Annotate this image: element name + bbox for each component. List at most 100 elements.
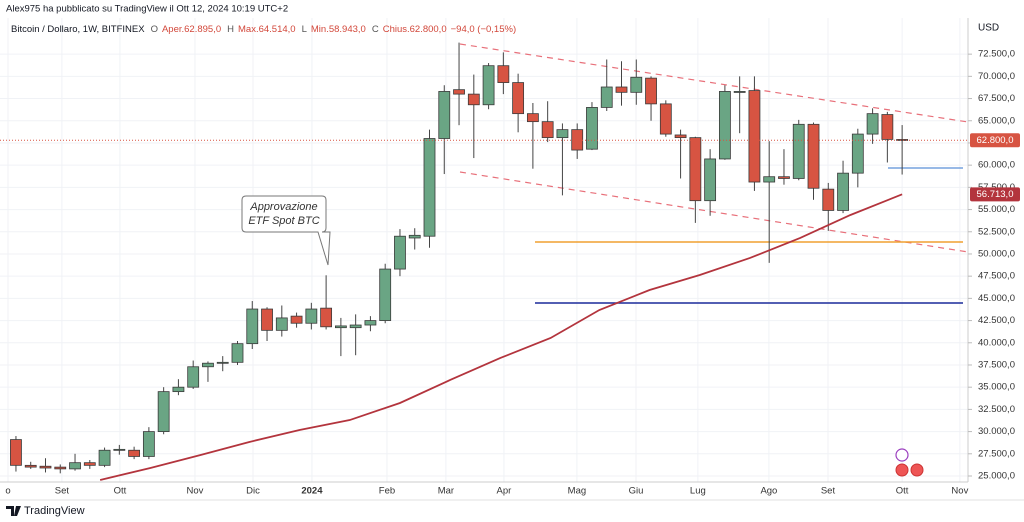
- trend-line: [459, 171, 968, 253]
- ma-box: [970, 187, 1020, 202]
- y-tick-label: 70.000,0: [978, 71, 1015, 82]
- publisher: Alex975 ha pubblicato su TradingView il …: [6, 4, 288, 15]
- icon: [910, 463, 924, 477]
- candle-body: [231, 343, 244, 363]
- candle-body: [394, 235, 406, 270]
- last-price-label: 62.800,0: [977, 135, 1014, 146]
- last-price-box: [970, 133, 1020, 148]
- annotation: Approvazione ETF Spot BTC: [241, 195, 331, 266]
- y-tick-label: 37.500,0: [978, 359, 1015, 370]
- candle-body: [379, 268, 392, 321]
- candle-body: [851, 133, 864, 174]
- y-tick-label: 30.000,0: [978, 426, 1015, 437]
- x-tick-label: Dic: [246, 486, 260, 497]
- candle-body: [704, 158, 717, 202]
- y-tick-label: 45.000,0: [978, 293, 1015, 304]
- candle-body: [24, 464, 37, 468]
- drawings: [459, 43, 968, 304]
- y-tick-label: 47.500,0: [978, 271, 1015, 282]
- candle-body: [187, 366, 200, 388]
- candle-body: [896, 139, 909, 141]
- x-tick-label: Nov: [187, 486, 204, 497]
- candle-body: [10, 439, 22, 466]
- candle-body: [586, 107, 598, 150]
- candle-body: [689, 137, 702, 202]
- candle-body: [645, 77, 657, 105]
- candle-body: [881, 114, 894, 140]
- candle-body: [202, 362, 214, 368]
- plot: [0, 42, 968, 481]
- annotation-text: ETF Spot BTC: [248, 215, 319, 227]
- candle-body: [467, 93, 480, 106]
- candle-body: [674, 134, 687, 139]
- candle-body: [364, 320, 377, 326]
- x-tick-label: Set: [55, 486, 70, 497]
- candle-body: [807, 123, 820, 189]
- candle-body: [822, 188, 835, 211]
- candle-body: [659, 103, 672, 135]
- brand: TradingView: [24, 505, 85, 517]
- x-tick-label: Feb: [379, 486, 395, 497]
- icon: [895, 463, 909, 477]
- x-tick-label: Apr: [497, 486, 512, 497]
- x-tick-label: Lug: [690, 486, 706, 497]
- x-tick-label: Giu: [629, 486, 644, 497]
- x-tick-label: Ago: [760, 486, 777, 497]
- y-tick-label: 42.500,0: [978, 315, 1015, 326]
- annotation-text: Approvazione: [249, 201, 317, 213]
- candle-body: [718, 91, 731, 160]
- ma-label: 56.713,0: [977, 189, 1014, 200]
- candle-body: [69, 462, 81, 470]
- axes: 25.000,0 27.500,0 30.000,0 32.500,0 35.000,0…: [5, 49, 1020, 497]
- x-tick-label: 2024: [301, 486, 323, 497]
- field-key: O: [151, 24, 158, 35]
- candle-body: [157, 391, 170, 432]
- candle-body: [39, 465, 52, 469]
- x-tick-label: Nov: [951, 486, 968, 497]
- footer: TradingView: [6, 505, 85, 517]
- x-tick-label: Ott: [896, 486, 909, 497]
- candle-body: [541, 121, 554, 139]
- candle-body: [630, 76, 643, 93]
- candle-body: [792, 123, 805, 179]
- currency: USD: [978, 23, 999, 34]
- candle-body: [438, 91, 451, 139]
- y-tick-label: 65.000,0: [978, 115, 1015, 126]
- candle-body: [763, 176, 776, 183]
- candle-body: [866, 113, 879, 135]
- candle-body: [600, 86, 613, 108]
- field-key: H: [227, 24, 234, 35]
- y-tick-label: 35.000,0: [978, 382, 1015, 393]
- y-tick-label: 60.000,0: [978, 160, 1015, 171]
- trend-line: [459, 43, 968, 123]
- y-tick-label: 32.500,0: [978, 404, 1015, 415]
- field-key: C: [372, 24, 379, 35]
- icons: [895, 448, 924, 477]
- candle-body: [526, 113, 539, 123]
- field-key: L: [302, 24, 307, 35]
- y-tick-label: 72.500,0: [978, 49, 1015, 60]
- moving-average: [99, 193, 903, 481]
- y-tick-label: 25.000,0: [978, 471, 1015, 482]
- candle-body: [408, 234, 421, 239]
- candle-body: [615, 86, 628, 93]
- candle-body: [482, 65, 495, 106]
- change: −94,0 (−0,15%): [451, 24, 517, 35]
- candle-body: [512, 82, 525, 115]
- field-value: Chius.62.800,0: [383, 24, 447, 35]
- field-value: Max.64.514,0: [238, 24, 296, 35]
- y-tick-label: 50.000,0: [978, 248, 1015, 259]
- candle-body: [83, 462, 96, 466]
- candle-body: [320, 307, 333, 328]
- candle-body: [733, 91, 746, 93]
- candle-body: [261, 308, 273, 331]
- candle-body: [778, 176, 790, 179]
- x-tick-label: Mag: [568, 486, 586, 497]
- y-tick-label: 55.000,0: [978, 204, 1015, 215]
- candle-body: [172, 386, 185, 393]
- y-tick-label: 27.500,0: [978, 448, 1015, 459]
- symbol: Bitcoin / Dollaro, 1W, BITFINEX: [11, 24, 145, 35]
- x-tick-label: Set: [821, 486, 836, 497]
- candle-body: [837, 172, 849, 211]
